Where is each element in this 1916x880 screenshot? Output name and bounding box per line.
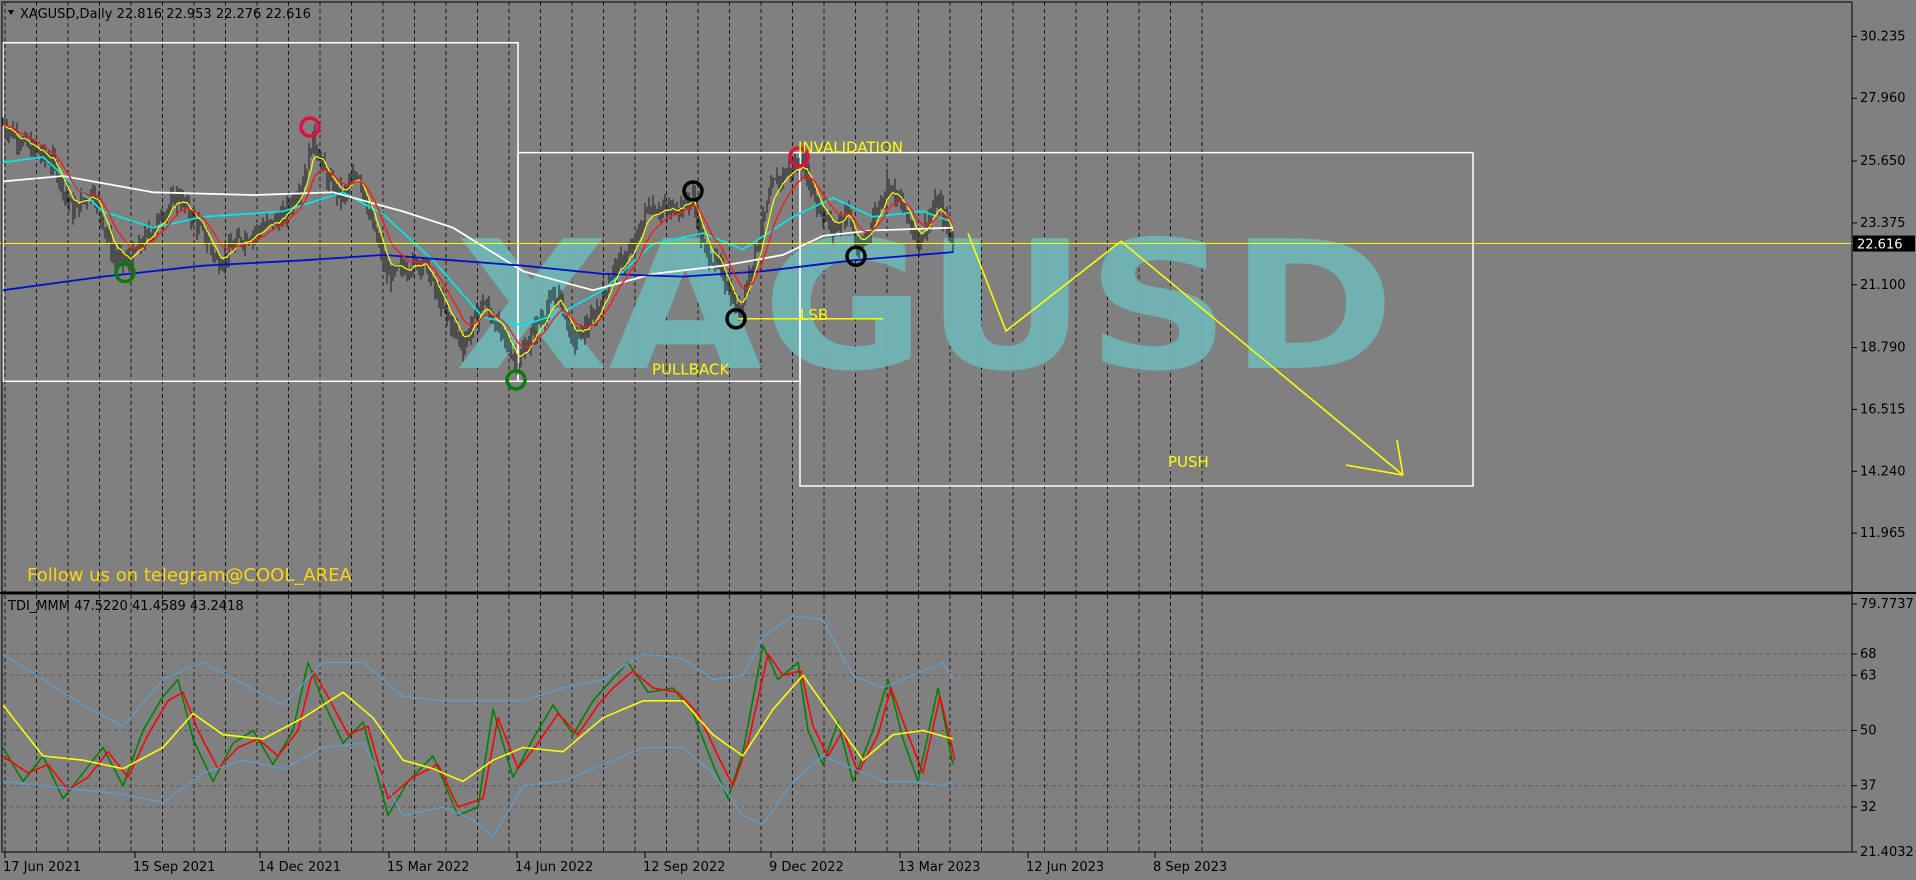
arrow-head bbox=[1396, 439, 1404, 476]
tdi-line-band bbox=[2, 742, 954, 838]
indicator-tick-label: 50 bbox=[1860, 724, 1877, 739]
price-tick-label: 23.375 bbox=[1860, 216, 1906, 231]
price-tick-label: 11.965 bbox=[1860, 526, 1906, 541]
projection-path bbox=[738, 232, 1404, 476]
main-grid bbox=[4, 2, 1203, 592]
symbol-header: XAGUSD,Daily 22.816 22.953 22.276 22.616 bbox=[20, 7, 311, 22]
indicator-tick-label: 79.7737 bbox=[1860, 597, 1914, 612]
dropdown-triangle-icon[interactable] bbox=[8, 10, 14, 15]
annotation-label: LSB bbox=[800, 306, 828, 324]
swing-marker-red bbox=[788, 146, 810, 168]
swing-marker-green bbox=[505, 369, 527, 391]
swing-marker-black bbox=[682, 180, 704, 202]
indicator-tick-label: 63 bbox=[1860, 668, 1877, 683]
arrow-head bbox=[1345, 464, 1404, 476]
projection-line bbox=[967, 232, 1404, 476]
annotation-label: INVALIDATION bbox=[798, 139, 903, 157]
swing-marker-green bbox=[114, 261, 136, 284]
indicator-grid bbox=[2, 595, 1852, 851]
indicator-tick-label: 37 bbox=[1860, 779, 1877, 794]
price-tick-label: 25.650 bbox=[1860, 154, 1906, 169]
price-tick-label: 18.790 bbox=[1860, 341, 1906, 356]
indicator-tick-label: 68 bbox=[1860, 647, 1877, 662]
time-tick-label: 8 Sep 2023 bbox=[1153, 860, 1227, 875]
price-axis[interactable]: 30.235 27.960 25.650 23.375 21.100 18.790 16.5… bbox=[1852, 29, 1915, 541]
time-tick-label: 14 Jun 2022 bbox=[515, 860, 593, 875]
price-tick-label: 21.100 bbox=[1860, 278, 1906, 293]
tdi-line-band bbox=[2, 615, 954, 727]
annotation-label: PUSH bbox=[1168, 453, 1209, 471]
price-tick-label: 16.515 bbox=[1860, 402, 1906, 417]
time-tick-label: 9 Dec 2022 bbox=[769, 860, 844, 875]
time-axis[interactable]: 17 Jun 2021 15 Sep 2021 14 Dec 2021 15 Mar … bbox=[3, 852, 1227, 875]
current-price-label: 22.616 bbox=[1857, 238, 1903, 253]
chart-annotations: INVALIDATION LSB PULLBACK PUSH bbox=[652, 139, 1209, 471]
tdi-line-yellow bbox=[2, 674, 954, 783]
swing-markers bbox=[114, 116, 867, 391]
swing-marker-black bbox=[845, 245, 867, 267]
indicator-header: TDI_MMM 47.5220 41.4589 43.2418 bbox=[7, 599, 244, 614]
price-tick-label: 27.960 bbox=[1860, 91, 1906, 106]
moving-averages bbox=[2, 123, 954, 357]
swing-marker-red bbox=[299, 116, 321, 138]
time-tick-label: 15 Sep 2021 bbox=[133, 860, 215, 875]
ma-line-ma_slow bbox=[2, 251, 954, 292]
swing-marker-black bbox=[725, 308, 747, 330]
time-tick-label: 12 Sep 2022 bbox=[643, 860, 725, 875]
time-tick-label: 15 Mar 2022 bbox=[387, 860, 469, 875]
tdi-line-red bbox=[2, 653, 956, 808]
ma-line-red bbox=[2, 123, 954, 348]
indicator-tick-label: 32 bbox=[1860, 800, 1877, 815]
time-tick-label: 17 Jun 2021 bbox=[3, 860, 81, 875]
ma-line-ma_white bbox=[2, 175, 954, 292]
time-tick-label: 13 Mar 2023 bbox=[898, 860, 980, 875]
indicator-axis[interactable]: 79.7737 68 63 50 37 32 21.4032 bbox=[1852, 597, 1914, 860]
current-price-box bbox=[1853, 235, 1915, 252]
tdi-line-green bbox=[2, 644, 954, 817]
time-tick-label: 14 Dec 2021 bbox=[258, 860, 341, 875]
price-tick-label: 30.235 bbox=[1860, 29, 1906, 44]
annotation-label: PULLBACK bbox=[652, 360, 731, 378]
telegram-text: Follow us on telegram@COOL_AREA bbox=[27, 565, 353, 586]
price-tick-label: 14.240 bbox=[1860, 464, 1906, 479]
tdi-lines bbox=[2, 615, 956, 838]
indicator-tick-label: 21.4032 bbox=[1860, 845, 1914, 860]
time-tick-label: 12 Jun 2023 bbox=[1026, 860, 1104, 875]
